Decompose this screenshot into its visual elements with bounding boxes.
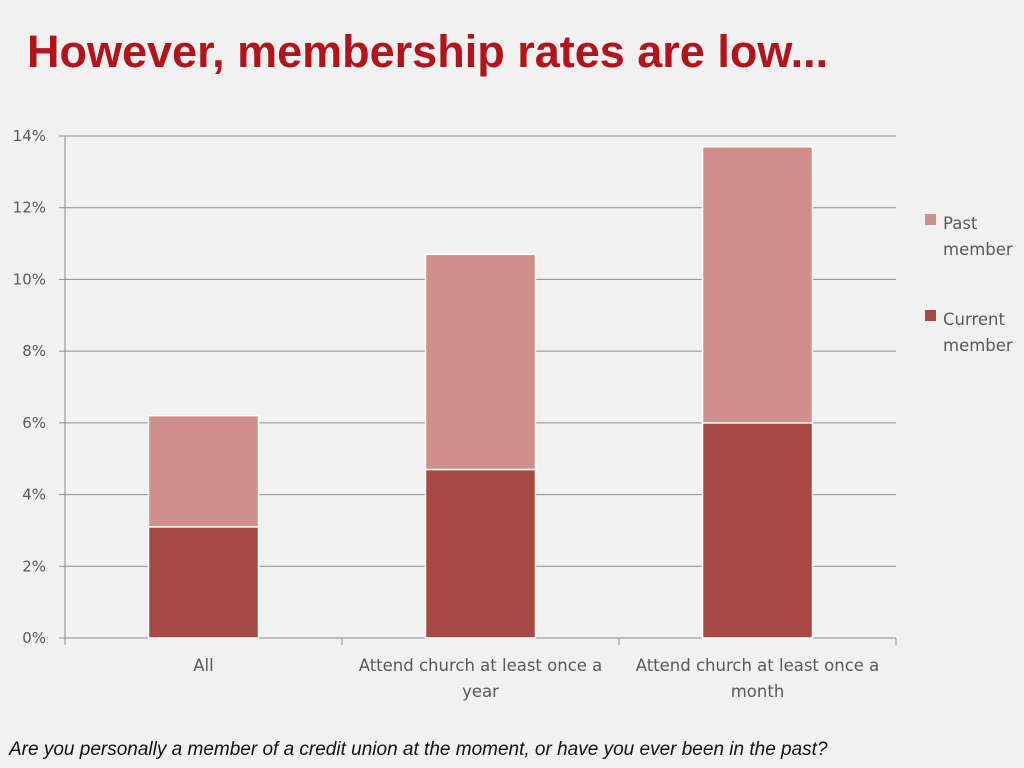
- bar-segment-current-member: [701, 422, 814, 639]
- stacked-bar-chart: 0% 2% 4% 6% 8% 10% 12% 14% All Attend church at l…: [13, 127, 1013, 701]
- legend-swatch: [925, 214, 936, 225]
- y-tick-label: 10%: [13, 270, 46, 288]
- y-tick-label: 2%: [22, 557, 46, 575]
- x-tick-label: Attend church at least once a: [359, 656, 603, 675]
- bar-segment-past-member: [424, 253, 537, 471]
- legend-label: member: [943, 336, 1013, 355]
- bar-segment-current-member: [424, 468, 537, 639]
- bar-segment-past-member: [701, 146, 814, 424]
- y-tick-label: 14%: [13, 127, 46, 145]
- x-tick-label: All: [193, 656, 213, 675]
- y-tick-label: 8%: [22, 342, 46, 360]
- bar-segment-current-member: [147, 526, 260, 639]
- y-tick-label: 4%: [22, 486, 46, 504]
- legend-swatch: [925, 310, 936, 321]
- x-tick-label: year: [462, 682, 499, 701]
- legend-label: member: [943, 240, 1013, 259]
- y-tick-label: 0%: [22, 629, 46, 647]
- bar-segment-past-member: [147, 414, 260, 528]
- survey-question-footnote: Are you personally a member of a credit …: [9, 739, 828, 760]
- x-tick-label: Attend church at least once a: [636, 656, 880, 675]
- y-tick-label: 6%: [22, 414, 46, 432]
- y-tick-label: 12%: [13, 199, 46, 217]
- legend-label: Current: [943, 310, 1006, 329]
- slide-title: However, membership rates are low...: [27, 26, 829, 77]
- x-tick-label: month: [731, 682, 785, 701]
- legend-label: Past: [943, 214, 978, 233]
